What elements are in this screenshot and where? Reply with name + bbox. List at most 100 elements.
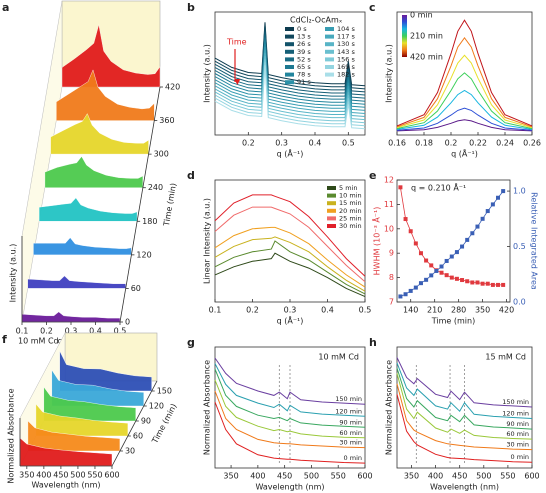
x-tick-label: 0.22 [469,139,487,148]
marker [398,185,403,190]
panel-title: 10 mM Cd [318,353,359,362]
series-line [396,367,533,430]
marker [465,279,470,284]
x-tick-label: 350 [404,472,419,481]
marker [490,282,495,287]
x-tick-label: 0.2 [242,139,255,148]
x-tick-label: 0.3 [65,327,78,336]
marker [490,202,495,207]
z-tick-label: 420 [165,83,180,92]
series-line [396,72,533,130]
x-tick-label: 0.5 [359,306,372,315]
marker [403,292,408,297]
y-axis-label: Normalized Absorbance [385,360,394,455]
marker [413,285,418,290]
marker [460,244,465,249]
legend-label: 169 s [337,63,355,71]
legend-swatch [285,80,294,85]
y-tick-label: 10 [384,224,394,233]
z-tick-label: 90 [141,417,151,426]
legend-swatch [285,72,294,77]
z-tick-label: 360 [159,116,174,125]
series-line [214,206,366,283]
marker [449,275,454,280]
legend-swatch [325,72,334,77]
series-line [396,89,533,130]
legend-label: 30 min [339,222,362,230]
legend-swatch [327,186,336,190]
x-tick-label: 0.18 [415,139,433,148]
y-axis-label: Normalized Absorbance [203,360,212,455]
x-tick-label: 500 [304,472,319,481]
series-line [214,252,366,298]
series-line [214,236,366,292]
x-tick-label: 0.1 [209,306,222,315]
x-axis-label: q (Å⁻¹) [277,315,304,326]
z-tick-label: 30 [125,447,135,456]
marker [480,281,485,286]
x-tick-label: 0.4 [309,139,322,148]
x-tick-label: 350 [475,306,490,315]
x-tick-label: 600 [357,472,372,481]
y-axis-label: Intensity (a.u.) [9,244,18,303]
y-tick-label: 11 [384,200,394,209]
marker [444,258,449,263]
z-tick-label: 120 [136,250,151,259]
marker [439,270,444,275]
annotation: Time [226,38,247,47]
x-tick-label: 550 [500,472,515,481]
x-tick-label: 0.3 [275,139,288,148]
waterfall-curve [50,113,149,155]
legend-label: 91 s [297,78,311,86]
legend-swatch [327,216,336,221]
legend-label: 15 min [339,199,362,207]
curve-label: 90 min [339,418,362,426]
z-tick-label: 0 [125,318,130,327]
curve-label: 30 min [339,439,362,447]
curve-label: 30 min [506,441,529,449]
waterfall-curve [38,197,138,222]
x-tick-label: 550 [87,471,102,480]
marker [434,268,439,273]
y2-tick-label: 1.0 [513,187,526,196]
colorbar [402,15,407,57]
x-axis-label: Wavelength (nm) [255,483,324,492]
x-tick-label: 0.1 [16,327,29,336]
x-tick-label: 210 [427,306,442,315]
series-line [396,383,533,451]
series-line [214,401,366,464]
x-tick-label: 550 [331,472,346,481]
x-tick-label: 280 [451,306,466,315]
legend-label: 13 s [297,33,311,41]
legend-swatch [327,224,336,228]
panel-title: 15 mM Cd [485,353,526,362]
marker [501,282,506,287]
z-tick-label: 60 [131,284,141,293]
curve-label: 60 min [339,429,362,437]
legend-swatch [327,201,336,206]
x-tick-label: 0.2 [445,139,458,148]
series-line [214,240,366,295]
y-axis-label: HWHM (10⁻³ Å⁻¹) [371,207,382,276]
z-tick-label: 120 [149,402,164,411]
series-line [396,36,533,128]
waterfall-curve [43,386,136,422]
series-line [396,357,533,408]
legend-swatch [325,27,334,31]
y-axis-label: Intensity (a.u.) [203,44,212,103]
series-line [396,373,533,440]
marker [403,217,408,222]
legend-label: 143 s [337,48,355,56]
x-tick-label: 400 [250,472,265,481]
colorbar-label: 210 min [410,32,443,41]
x-axis-label: q (Å⁻¹) [277,148,304,159]
marker [475,280,480,285]
legend-title: CdCl₂-OcAmₓ [290,16,343,25]
legend-swatch [285,34,294,39]
y-tick-label: 12 [384,176,394,185]
legend-label: 156 s [337,55,355,63]
x-tick-label: 450 [53,471,68,480]
legend-swatch [325,49,334,54]
curve-label: 60 min [506,430,529,438]
